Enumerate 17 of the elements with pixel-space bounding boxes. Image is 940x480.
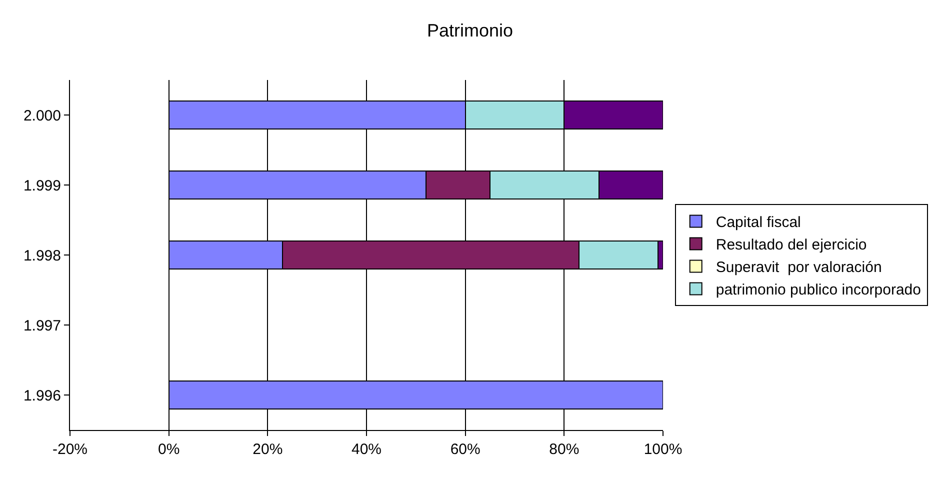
legend-label: Capital fiscal [716, 214, 801, 232]
legend-label: Resultado del ejercicio [716, 236, 867, 254]
x-tick-label: 60% [450, 441, 480, 458]
x-tick-label: 0% [158, 441, 180, 458]
x-tick-label: 20% [252, 441, 283, 458]
y-tick-label: 1.998 [23, 247, 61, 264]
x-tick-label: 40% [351, 441, 382, 458]
y-tick-label: 2.000 [23, 107, 61, 124]
y-tick-label: 1.996 [23, 387, 61, 404]
y-tick-label: 1.999 [23, 177, 61, 194]
x-tick-label: -20% [52, 441, 88, 458]
x-tick-label: 100% [644, 441, 682, 458]
legend-label: Superavit por valoración [716, 259, 882, 276]
y-tick-label: 1.997 [23, 317, 61, 334]
x-tick-label: 80% [549, 441, 580, 458]
chart-title: Patrimonio [426, 20, 514, 41]
legend-label: patrimonio publico incorporado [716, 282, 921, 299]
